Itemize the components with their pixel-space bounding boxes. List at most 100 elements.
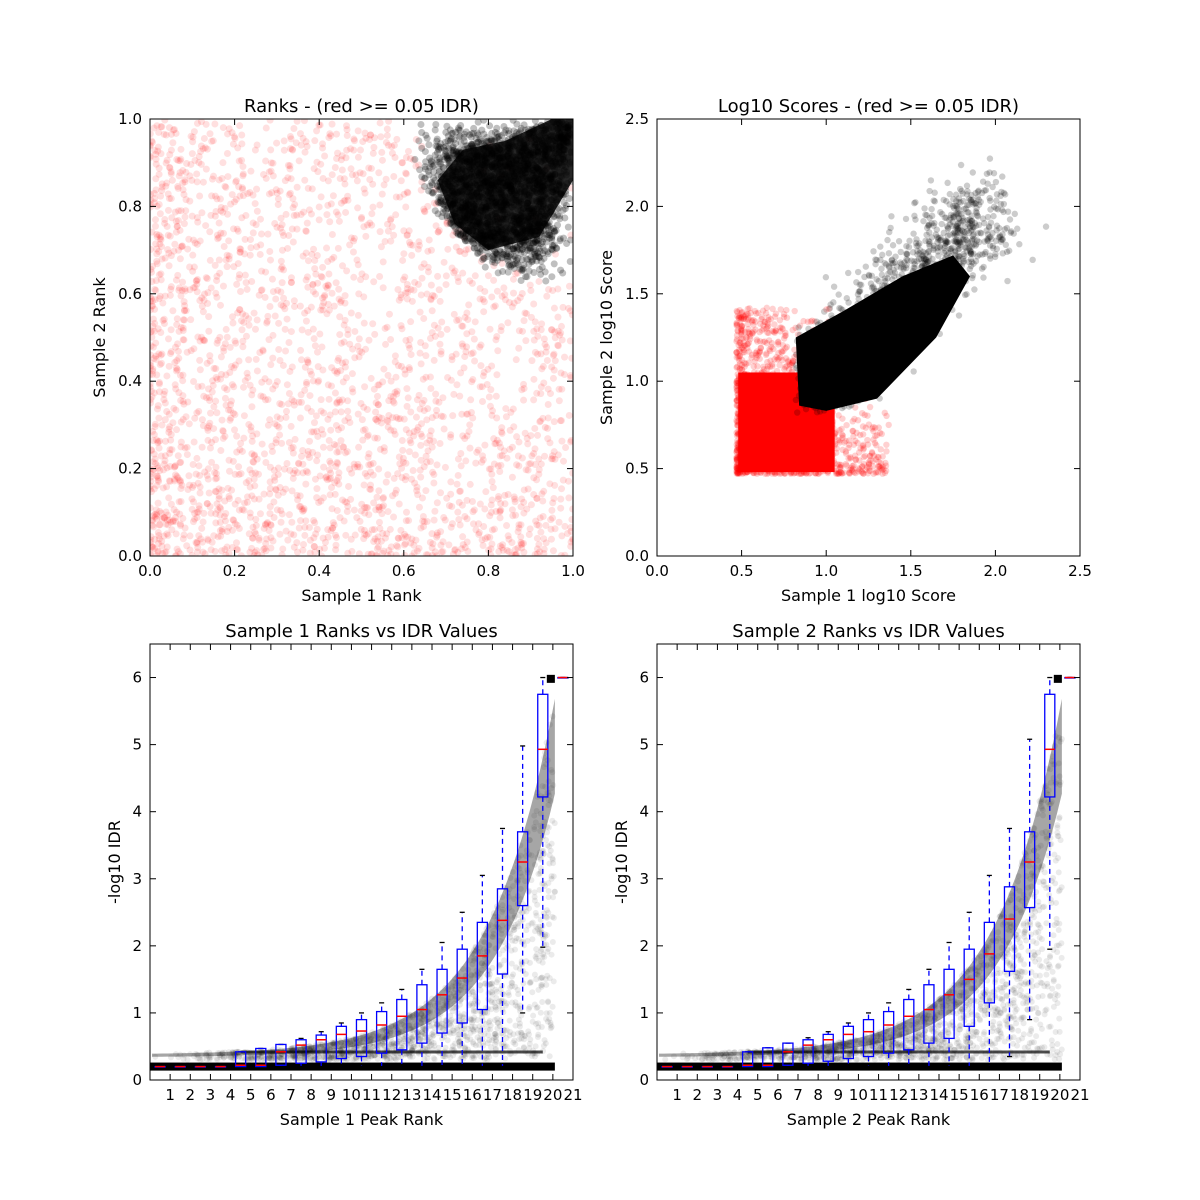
- red-point: [246, 509, 254, 517]
- red-point: [286, 165, 294, 173]
- red-point: [265, 168, 273, 176]
- red-point: [341, 180, 349, 188]
- red-point: [428, 552, 436, 556]
- red-point: [430, 356, 438, 364]
- red-point: [190, 438, 198, 446]
- red-point: [155, 521, 163, 529]
- red-point: [239, 337, 247, 345]
- red-point: [551, 455, 559, 463]
- black-point: [530, 239, 538, 247]
- red-point: [459, 322, 467, 330]
- black-point: [437, 193, 445, 201]
- red-point: [402, 459, 410, 467]
- red-point: [245, 421, 253, 429]
- red-point: [328, 505, 336, 513]
- red-point: [503, 522, 511, 530]
- red-point: [327, 200, 335, 208]
- red-point: [173, 222, 181, 230]
- black-point: [462, 142, 470, 150]
- red-point: [311, 256, 319, 264]
- black-point: [494, 256, 502, 264]
- black-point: [452, 139, 460, 147]
- red-point: [316, 330, 324, 338]
- red-point: [382, 175, 390, 183]
- red-point: [309, 280, 317, 288]
- red-point: [304, 447, 312, 455]
- black-point: [504, 244, 512, 252]
- red-point: [175, 172, 183, 180]
- red-point: [191, 414, 199, 422]
- red-point: [156, 437, 164, 445]
- red-point: [420, 518, 428, 526]
- red-point: [400, 250, 408, 258]
- red-point: [334, 459, 342, 467]
- red-point: [419, 375, 427, 383]
- black-point: [436, 158, 444, 166]
- red-point: [222, 371, 230, 379]
- red-point: [369, 459, 377, 467]
- black-point: [455, 126, 463, 134]
- red-point: [160, 460, 168, 468]
- red-point: [754, 455, 761, 463]
- red-point: [551, 250, 559, 258]
- black-point: [537, 240, 545, 248]
- red-point: [380, 181, 388, 189]
- red-point: [234, 144, 242, 152]
- red-point: [416, 466, 424, 474]
- red-point: [176, 169, 184, 177]
- red-point: [326, 130, 334, 138]
- red-point: [370, 385, 378, 393]
- red-point: [775, 469, 783, 476]
- red-point: [399, 458, 407, 466]
- black-point: [437, 197, 445, 205]
- red-point: [266, 478, 274, 486]
- red-point: [854, 439, 861, 447]
- red-point: [396, 460, 404, 468]
- black-point: [459, 232, 467, 240]
- red-point: [213, 474, 221, 482]
- red-point: [178, 242, 186, 250]
- red-point: [775, 460, 782, 467]
- red-point: [210, 532, 218, 540]
- red-point: [150, 293, 154, 301]
- red-point: [150, 485, 154, 493]
- red-point: [742, 433, 749, 440]
- red-point: [306, 549, 314, 556]
- black-point: [531, 237, 539, 245]
- red-point: [555, 385, 563, 393]
- red-point: [179, 327, 187, 335]
- red-point: [461, 250, 469, 258]
- red-point: [223, 150, 231, 158]
- red-point: [206, 130, 214, 138]
- red-point: [288, 396, 296, 404]
- red-point: [212, 207, 220, 215]
- log10-scores-scatter-panel: 0.0 0.5 1.0 1.5 2.0 2.50.00.51.01.52.02.5 Log…: [597, 96, 1092, 605]
- red-point: [362, 232, 370, 240]
- red-point: [441, 463, 449, 471]
- red-point: [733, 463, 740, 471]
- red-point: [387, 392, 395, 400]
- red-point: [542, 521, 550, 529]
- red-point: [250, 475, 258, 483]
- red-point: [264, 312, 272, 320]
- red-point: [453, 381, 461, 389]
- red-point: [194, 543, 202, 551]
- red-point: [199, 336, 207, 344]
- red-point: [824, 468, 832, 475]
- red-point: [479, 456, 487, 464]
- black-point: [528, 257, 536, 265]
- red-point: [289, 474, 297, 482]
- red-point: [309, 448, 317, 456]
- red-point: [433, 552, 441, 556]
- red-point: [435, 286, 443, 294]
- black-point: [540, 254, 548, 262]
- red-point: [458, 322, 466, 330]
- red-point: [290, 397, 298, 405]
- red-point: [463, 538, 471, 546]
- black-point: [519, 264, 527, 272]
- black-point: [520, 121, 528, 129]
- black-point: [539, 233, 547, 241]
- red-point: [373, 417, 381, 425]
- red-point: [549, 374, 557, 382]
- red-point: [356, 169, 364, 177]
